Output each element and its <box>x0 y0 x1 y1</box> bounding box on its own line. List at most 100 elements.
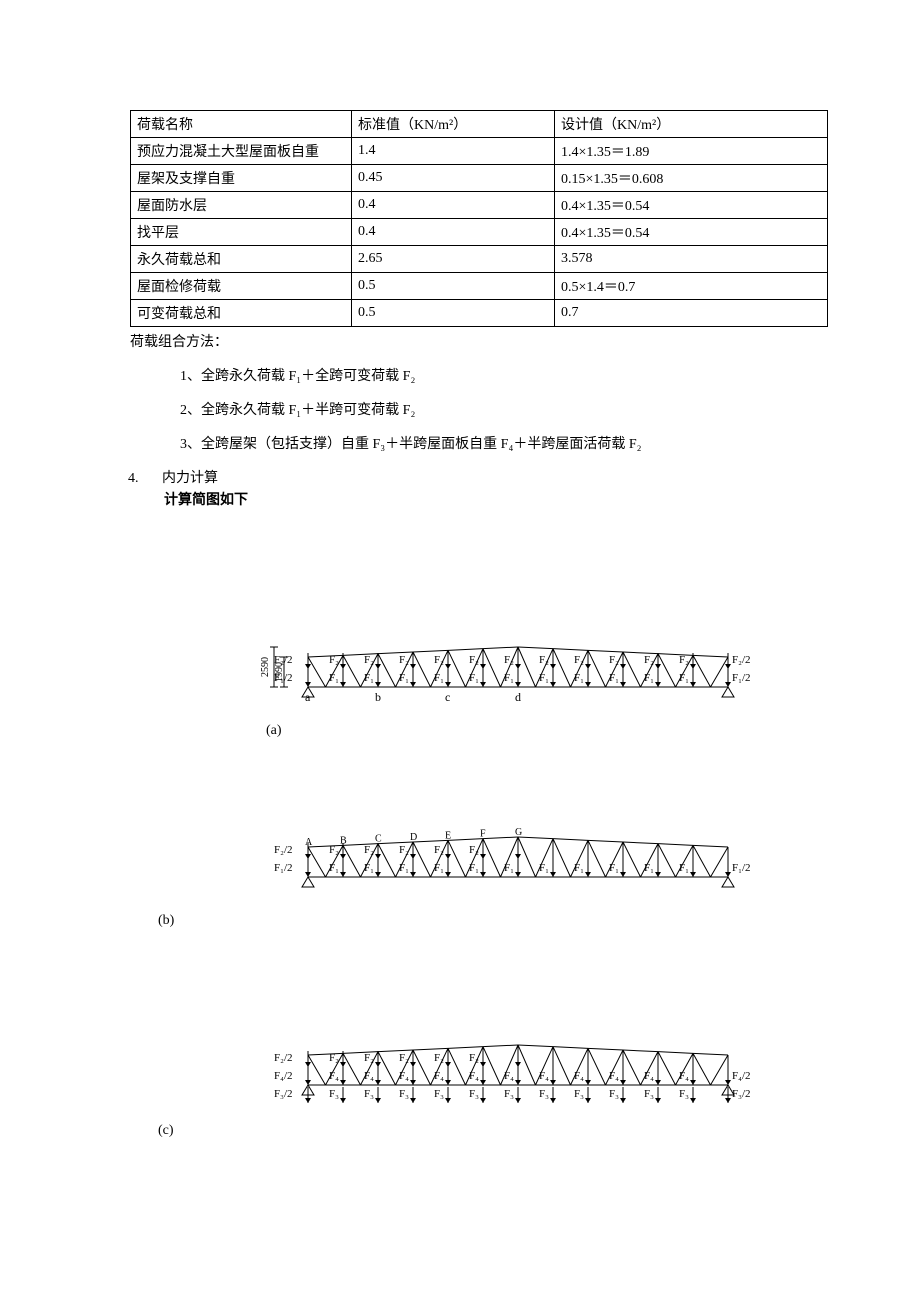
svg-text:F₃: F₃ <box>679 1088 689 1100</box>
svg-text:F₂: F₂ <box>329 1052 339 1064</box>
svg-text:F₁: F₁ <box>364 672 374 684</box>
svg-text:F₂: F₂ <box>364 654 374 666</box>
svg-text:F₃: F₃ <box>644 1088 654 1100</box>
svg-text:c: c <box>445 690 450 704</box>
svg-text:F₄: F₄ <box>679 1070 689 1082</box>
svg-text:F₃: F₃ <box>329 1088 339 1100</box>
svg-text:F₂: F₂ <box>469 654 479 666</box>
svg-text:F₁: F₁ <box>644 672 654 684</box>
table-row: 屋面检修荷载0.50.5×1.4＝0.7 <box>131 273 828 300</box>
svg-text:F₁: F₁ <box>574 672 584 684</box>
table-row: 屋架及支撑自重0.450.15×1.35＝0.608 <box>131 165 828 192</box>
diagram-tag: (b) <box>158 913 790 929</box>
truss-diagram-c: F₂/2F₂F₂F₂F₂F₂F₄/2F₄F₄F₄F₄F₄F₄F₄F₄F₄F₄F₄… <box>238 949 768 1119</box>
svg-text:F₁: F₁ <box>539 862 549 874</box>
section-title: 内力计算 <box>162 471 218 486</box>
svg-text:F₃: F₃ <box>469 1088 479 1100</box>
svg-text:F₁: F₁ <box>539 672 549 684</box>
svg-text:F₂: F₂ <box>504 654 514 666</box>
svg-text:F₂: F₂ <box>434 1052 444 1064</box>
svg-text:F₁: F₁ <box>434 672 444 684</box>
svg-text:F₄: F₄ <box>644 1070 654 1082</box>
svg-text:a: a <box>305 690 311 704</box>
svg-text:F₁: F₁ <box>609 672 619 684</box>
table-row: 永久荷载总和2.653.578 <box>131 246 828 273</box>
table-header-row: 荷载名称 标准值（KN/m²） 设计值（KN/m²） <box>131 111 828 138</box>
svg-text:A: A <box>305 837 313 848</box>
svg-text:F₃: F₃ <box>504 1088 514 1100</box>
svg-text:F₃/2: F₃/2 <box>274 1088 293 1100</box>
svg-text:F₂: F₂ <box>364 844 374 856</box>
svg-text:F₁: F₁ <box>399 862 409 874</box>
table-row: 预应力混凝土大型屋面板自重1.41.4×1.35＝1.89 <box>131 138 828 165</box>
svg-text:F₄: F₄ <box>609 1070 619 1082</box>
svg-text:F₁: F₁ <box>504 672 514 684</box>
diagrams-container: 25901990abcdF₂/2F₂F₂F₂F₂F₂F₂F₂F₂F₂F₂F₂F₂… <box>238 569 790 1139</box>
svg-text:F₁: F₁ <box>329 672 339 684</box>
svg-text:F₁: F₁ <box>329 862 339 874</box>
table-row: 屋面防水层0.40.4×1.35＝0.54 <box>131 192 828 219</box>
svg-text:F₂: F₂ <box>679 654 689 666</box>
combination-item: 2、全跨永久荷载 F₁＋半跨可变荷载 F₂ <box>180 399 790 419</box>
svg-text:b: b <box>375 690 381 704</box>
svg-text:F₂: F₂ <box>469 844 479 856</box>
svg-text:F₃: F₃ <box>399 1088 409 1100</box>
svg-text:F₁: F₁ <box>644 862 654 874</box>
svg-text:F₂: F₂ <box>434 844 444 856</box>
svg-text:F₁: F₁ <box>679 672 689 684</box>
col-header: 标准值（KN/m²） <box>352 111 555 138</box>
svg-text:F₂: F₂ <box>469 1052 479 1064</box>
svg-text:F₂: F₂ <box>329 654 339 666</box>
svg-text:F₃: F₃ <box>574 1088 584 1100</box>
svg-text:F₂: F₂ <box>399 844 409 856</box>
svg-text:F₂: F₂ <box>364 1052 374 1064</box>
svg-text:F₄: F₄ <box>539 1070 549 1082</box>
svg-text:F₂: F₂ <box>434 654 444 666</box>
load-table: 荷载名称 标准值（KN/m²） 设计值（KN/m²） 预应力混凝土大型屋面板自重… <box>130 110 828 327</box>
svg-text:F₁: F₁ <box>609 862 619 874</box>
svg-text:F₄/2: F₄/2 <box>732 1070 751 1082</box>
table-row: 找平层0.40.4×1.35＝0.54 <box>131 219 828 246</box>
svg-text:F₃: F₃ <box>364 1088 374 1100</box>
svg-text:F₄: F₄ <box>399 1070 409 1082</box>
svg-text:E: E <box>445 830 451 841</box>
svg-text:F₁: F₁ <box>469 672 479 684</box>
truss-diagram-a: 25901990abcdF₂/2F₂F₂F₂F₂F₂F₂F₂F₂F₂F₂F₂F₂… <box>238 569 768 719</box>
svg-text:F₂: F₂ <box>574 654 584 666</box>
section-subtitle: 计算简图如下 <box>164 489 790 509</box>
truss-diagram-b: ABCDEFGF₂/2F₂F₂F₂F₂F₂F₁/2F₁F₁F₁F₁F₁F₁F₁F… <box>238 759 768 909</box>
svg-text:F₂/2: F₂/2 <box>274 1052 293 1064</box>
col-header: 设计值（KN/m²） <box>555 111 828 138</box>
diagram-tag: (a) <box>266 723 790 739</box>
svg-text:F₂: F₂ <box>609 654 619 666</box>
svg-text:F₃: F₃ <box>539 1088 549 1100</box>
svg-text:F₁: F₁ <box>364 862 374 874</box>
svg-text:D: D <box>410 832 417 843</box>
svg-text:F₄: F₄ <box>434 1070 444 1082</box>
svg-text:F₄: F₄ <box>364 1070 374 1082</box>
svg-text:F₁/2: F₁/2 <box>732 862 751 874</box>
svg-text:F₂: F₂ <box>539 654 549 666</box>
svg-text:F₁/2: F₁/2 <box>732 672 751 684</box>
svg-text:F₂: F₂ <box>644 654 654 666</box>
svg-text:F₂/2: F₂/2 <box>274 654 293 666</box>
svg-text:F₂: F₂ <box>399 1052 409 1064</box>
svg-text:F₁: F₁ <box>399 672 409 684</box>
svg-text:F₃: F₃ <box>609 1088 619 1100</box>
svg-text:F₁: F₁ <box>679 862 689 874</box>
combination-item: 1、全跨永久荷载 F₁＋全跨可变荷载 F₂ <box>180 365 790 385</box>
svg-text:d: d <box>515 690 521 704</box>
combination-item: 3、全跨屋架（包括支撑）自重 F₃＋半跨屋面板自重 F₄＋半跨屋面活荷载 F₂ <box>180 433 790 453</box>
svg-text:F₄: F₄ <box>574 1070 584 1082</box>
svg-text:G: G <box>515 827 522 838</box>
col-header: 荷载名称 <box>131 111 352 138</box>
diagram-tag: (c) <box>158 1123 790 1139</box>
svg-text:F₁: F₁ <box>574 862 584 874</box>
svg-text:F₂: F₂ <box>399 654 409 666</box>
svg-text:F₃/2: F₃/2 <box>732 1088 751 1100</box>
svg-text:F₄: F₄ <box>329 1070 339 1082</box>
svg-text:F₂/2: F₂/2 <box>732 654 751 666</box>
svg-text:F₄/2: F₄/2 <box>274 1070 293 1082</box>
table-row: 可变荷载总和0.50.7 <box>131 300 828 327</box>
combination-heading: 荷载组合方法： <box>130 331 790 351</box>
